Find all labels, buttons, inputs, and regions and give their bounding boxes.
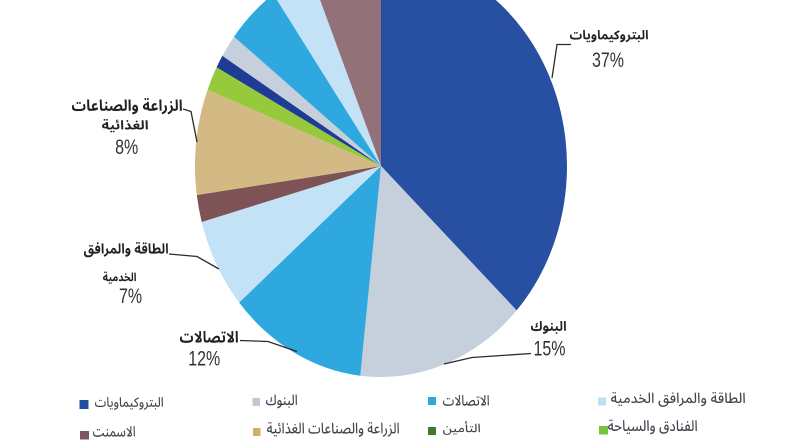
svg-text:15%: 15% xyxy=(533,337,565,361)
svg-text:7%: 7% xyxy=(119,285,142,309)
svg-text:8%: 8% xyxy=(115,136,138,160)
svg-text:12%: 12% xyxy=(188,347,220,371)
svg-text:37%: 37% xyxy=(592,49,624,73)
